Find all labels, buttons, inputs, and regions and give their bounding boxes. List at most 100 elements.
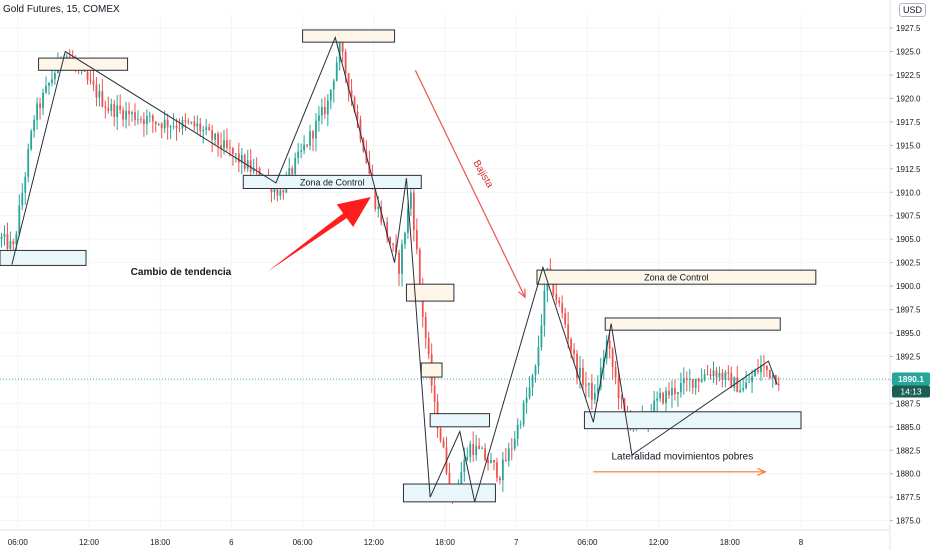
- candle-body: [202, 129, 205, 132]
- candle-body: [656, 398, 659, 401]
- candle-body: [18, 205, 21, 234]
- candle-body: [326, 100, 329, 115]
- y-tick-label: 1875.0: [896, 517, 921, 526]
- candle-body: [742, 388, 745, 391]
- candle-body: [685, 378, 688, 380]
- candle-body: [116, 105, 119, 117]
- candle-body: [137, 119, 139, 121]
- candle-body: [715, 370, 718, 378]
- candle-body: [335, 62, 338, 81]
- candle-body: [585, 384, 587, 386]
- candle-body: [353, 97, 356, 112]
- zone-box[interactable]: [536, 269, 817, 285]
- zone-box[interactable]: [402, 483, 496, 503]
- candle-body: [499, 477, 501, 481]
- zone-box[interactable]: [0, 249, 87, 266]
- annotation-text: Bajista: [470, 158, 495, 190]
- candle-body: [398, 252, 400, 274]
- y-tick-label: 1880.0: [896, 470, 921, 479]
- candle-body: [709, 374, 712, 377]
- candle-body: [122, 109, 125, 120]
- candle-body: [36, 103, 38, 120]
- candle-body: [439, 428, 442, 441]
- last-price-tag-bg: [892, 372, 930, 386]
- x-tick-label: 06:00: [8, 538, 29, 547]
- candle-body: [407, 208, 409, 233]
- candle-body: [151, 115, 154, 122]
- candle-body: [143, 119, 145, 125]
- candle-body: [760, 364, 762, 373]
- candle-body: [501, 459, 504, 481]
- y-tick-label: 1902.5: [896, 259, 921, 268]
- candle-body: [101, 91, 104, 107]
- candle-body: [377, 206, 380, 209]
- candle-body: [617, 377, 620, 398]
- candle-body: [481, 448, 483, 450]
- candle-body: [148, 115, 151, 117]
- candle-body: [404, 232, 406, 245]
- candle-body: [590, 382, 593, 400]
- zone-box[interactable]: [429, 413, 490, 428]
- y-tick-label: 1897.5: [896, 306, 921, 315]
- candle-body: [653, 400, 656, 417]
- annotation-text: Cambio de tendencia: [131, 267, 232, 278]
- candle-body: [291, 168, 294, 174]
- candle-body: [234, 153, 237, 155]
- zone-box[interactable]: [420, 362, 443, 378]
- candle-body: [329, 89, 332, 101]
- candle-body: [48, 83, 50, 86]
- candle-body: [665, 390, 667, 404]
- candle-body: [309, 131, 311, 146]
- candle-body: [9, 241, 12, 249]
- trend-change-arrow[interactable]: [267, 196, 371, 272]
- candle-body: [21, 192, 24, 206]
- zone-box[interactable]: [604, 317, 781, 331]
- arrow-head: [757, 467, 767, 476]
- candle-body: [0, 236, 3, 240]
- zone-box[interactable]: [405, 283, 455, 302]
- candle-body: [98, 91, 101, 98]
- candle-body: [442, 440, 445, 448]
- candle-body: [258, 168, 261, 180]
- candle-body: [193, 121, 196, 127]
- candle-body: [763, 364, 765, 366]
- candle-body: [596, 387, 599, 393]
- candle-body: [3, 234, 6, 237]
- y-tick-label: 1907.5: [896, 212, 921, 221]
- candle-body: [510, 448, 513, 450]
- candle-body: [344, 51, 347, 74]
- y-tick-label: 1917.5: [896, 118, 921, 127]
- y-tick-label: 1887.5: [896, 399, 921, 408]
- candle-body: [187, 121, 190, 123]
- zone-box[interactable]: [242, 174, 422, 190]
- candle-body: [478, 445, 481, 449]
- candle-body: [104, 106, 107, 108]
- x-tick-label: 6: [229, 538, 234, 547]
- candle-body: [748, 381, 750, 383]
- zigzag-line[interactable]: [11, 35, 778, 502]
- candle-body: [240, 154, 243, 163]
- candle-body: [537, 347, 540, 367]
- zone-box[interactable]: [38, 57, 129, 71]
- arrow-line[interactable]: [414, 70, 526, 298]
- candle-body: [534, 366, 537, 376]
- zigzag-layer: [11, 35, 778, 502]
- candle-body: [318, 115, 320, 121]
- candle-body: [570, 338, 572, 350]
- candle-body: [736, 377, 739, 393]
- x-tick-label: 06:00: [577, 538, 598, 547]
- candle-body: [706, 374, 709, 376]
- candle-body: [727, 372, 730, 374]
- candle-body: [294, 157, 297, 174]
- candle-body: [564, 313, 567, 325]
- candle-body: [178, 127, 181, 129]
- candle-body: [24, 176, 27, 193]
- currency-selector[interactable]: USD: [898, 3, 926, 17]
- candle-body: [237, 153, 240, 163]
- zone-box[interactable]: [302, 29, 396, 43]
- candle-body: [418, 249, 421, 285]
- zone-box[interactable]: [583, 411, 802, 430]
- symbol-title: Gold Futures, 15, COMEX: [3, 4, 120, 15]
